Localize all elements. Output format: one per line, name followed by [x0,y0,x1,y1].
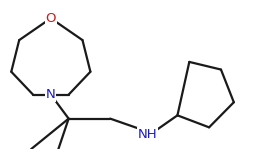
Text: N: N [46,88,56,101]
Text: NH: NH [138,128,157,141]
Text: O: O [45,12,56,25]
